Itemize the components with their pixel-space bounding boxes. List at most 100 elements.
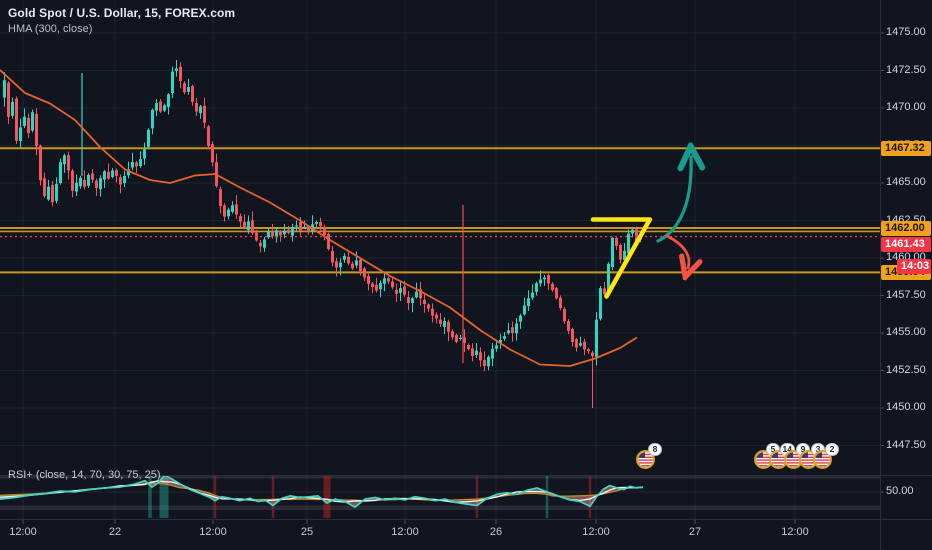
- candle-body: [475, 350, 478, 355]
- candle-body: [395, 289, 398, 294]
- candle-body: [187, 87, 190, 92]
- candle-body: [507, 330, 510, 334]
- price-tick-label: 1472.50: [886, 63, 926, 76]
- candle-body: [279, 231, 282, 236]
- pennant-drawing[interactable]: [590, 217, 653, 299]
- candle-body: [339, 262, 342, 268]
- candle-body: [471, 348, 474, 356]
- candle-body: [383, 278, 386, 284]
- rsi-signal-band-bull: [159, 476, 169, 518]
- price-axis[interactable]: 1475.001472.501470.001467.501465.001462.…: [880, 0, 932, 519]
- candle-body: [239, 216, 242, 222]
- candle-body: [231, 205, 234, 212]
- candle-body: [535, 283, 538, 292]
- candle-body: [371, 283, 374, 288]
- candle-body: [351, 263, 354, 269]
- candle-body: [203, 105, 206, 123]
- arrow-down-drawing[interactable]: [665, 234, 689, 268]
- candle-body: [375, 284, 378, 291]
- candle-body: [307, 226, 310, 232]
- candle-body: [427, 304, 430, 309]
- rsi-signal-band-bear: [475, 476, 479, 518]
- candle-body: [363, 268, 366, 278]
- candle-body: [327, 234, 330, 249]
- candle-body: [591, 352, 594, 357]
- candle-body: [163, 105, 166, 111]
- hma-indicator-line: [0, 69, 638, 367]
- time-tick-label: 12:00: [9, 526, 37, 538]
- candle-body: [315, 222, 318, 224]
- arrow-up-drawing[interactable]: [656, 157, 691, 243]
- candle-body: [487, 356, 490, 367]
- candle-body: [155, 103, 158, 111]
- candle-body: [259, 242, 262, 247]
- economic-event-icon[interactable]: 2: [812, 443, 839, 471]
- candle-body: [43, 178, 46, 197]
- economic-event-icon[interactable]: 14: [768, 443, 795, 471]
- candle-body: [587, 349, 590, 352]
- candle-body: [323, 226, 326, 235]
- price-tick-label: 1447.50: [886, 438, 926, 451]
- candle-body: [435, 314, 438, 319]
- candle-body: [263, 239, 266, 248]
- candle-body: [467, 344, 470, 350]
- time-tick-label: 26: [489, 526, 503, 538]
- candle-body: [615, 237, 618, 246]
- candle-body: [3, 80, 6, 98]
- candle-body: [75, 182, 78, 192]
- bar-countdown-badge: 14:03: [897, 258, 931, 274]
- price-tick-label: 1475.00: [886, 26, 926, 38]
- candle-body: [87, 174, 90, 186]
- candle-body: [271, 230, 274, 237]
- candle-body: [631, 229, 634, 234]
- candle-body: [171, 71, 174, 93]
- candle-body: [519, 315, 522, 322]
- candle-body: [379, 283, 382, 290]
- candle-body: [275, 230, 278, 238]
- candle-body: [415, 291, 418, 298]
- time-tick-label: 22: [108, 526, 122, 538]
- rsi-tick-label: 50.00: [886, 485, 914, 497]
- candle-body: [527, 298, 530, 307]
- candle-body: [7, 82, 10, 117]
- candle-body: [451, 331, 454, 338]
- current-price-badge: 1461.43: [881, 236, 931, 252]
- time-axis[interactable]: 12:00 22 12:00 25 12:00 26 12:00 27 12:00: [0, 519, 932, 550]
- candle-body: [23, 116, 26, 126]
- candle-body: [387, 278, 390, 282]
- candle-body: [179, 66, 182, 82]
- candle-body: [611, 237, 614, 267]
- candle-body: [91, 173, 94, 180]
- economic-event-icon[interactable]: 8: [635, 443, 662, 471]
- candle-body: [127, 169, 130, 176]
- price-tick-label: 1455.00: [886, 326, 926, 338]
- price-tick-label: 1470.00: [886, 101, 926, 113]
- candle-body: [123, 175, 126, 184]
- candle-body: [575, 339, 578, 348]
- candle-body: [555, 288, 558, 299]
- candle-body: [331, 250, 334, 263]
- candle-body: [495, 345, 498, 349]
- candle-body: [347, 256, 350, 264]
- candle-body: [143, 149, 146, 159]
- candle-body: [567, 321, 570, 331]
- candle-body: [175, 68, 178, 71]
- candle-body: [135, 162, 138, 167]
- candle-body: [71, 170, 74, 191]
- horizontal-level-lines[interactable]: [0, 147, 880, 274]
- candle-body: [103, 171, 106, 180]
- candle-body: [39, 145, 42, 181]
- candle-body: [119, 177, 122, 185]
- candle-body: [31, 112, 34, 131]
- candle-body: [243, 221, 246, 228]
- candle-body: [15, 98, 18, 141]
- candle-body: [319, 221, 322, 227]
- time-tick-label: 12:00: [199, 526, 227, 538]
- candle-body: [547, 275, 550, 284]
- rsi-line: [0, 476, 644, 508]
- candle-body: [11, 101, 14, 116]
- time-tick-label: 27: [688, 526, 702, 538]
- candle-body: [559, 297, 562, 309]
